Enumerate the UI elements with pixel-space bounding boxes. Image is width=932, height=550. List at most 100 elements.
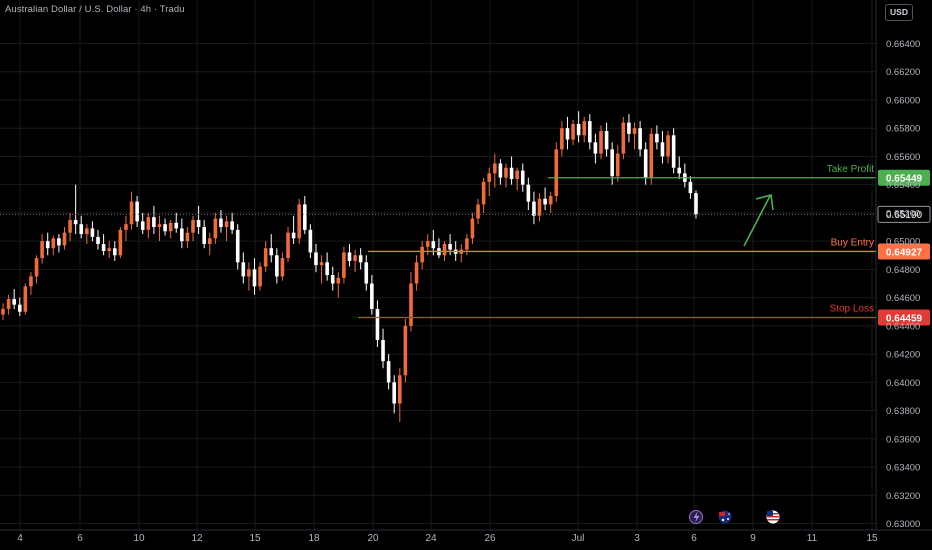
buy-entry-price-tag — [878, 243, 930, 260]
candle — [325, 252, 329, 281]
candle-body — [358, 255, 363, 263]
buy-entry-label: Buy Entry — [831, 237, 874, 248]
time-tick-label: 10 — [133, 533, 145, 544]
candlestick-series — [1, 111, 698, 422]
candle-body — [135, 201, 139, 222]
candle — [593, 133, 598, 164]
candle-body — [532, 201, 536, 216]
candle — [152, 205, 156, 235]
candle-body — [101, 243, 106, 252]
candle-body — [504, 167, 508, 178]
candle-body — [280, 258, 285, 277]
candle — [375, 300, 380, 348]
candle-body — [85, 228, 89, 235]
candle-body — [386, 361, 391, 383]
price-tick-label: 0.65800 — [886, 124, 920, 135]
candle — [414, 255, 419, 291]
candle-body — [17, 304, 22, 312]
candle — [336, 272, 341, 298]
candle — [314, 243, 318, 273]
candle — [286, 227, 290, 263]
candle — [23, 283, 28, 315]
candle — [403, 318, 408, 383]
candle-body — [252, 269, 257, 287]
candle — [168, 219, 173, 239]
price-tick-label: 0.64000 — [886, 378, 920, 389]
candle — [275, 248, 279, 284]
price-axis[interactable]: 0.66400 0.66200 0.66000 0.65800 0.65600 0.654… — [886, 39, 920, 530]
candle — [269, 234, 274, 263]
australia-flag-icon[interactable] — [718, 510, 732, 524]
time-tick-label: 12 — [191, 533, 203, 544]
candle-body — [51, 238, 56, 249]
candle-body — [565, 128, 570, 140]
candle-body — [543, 198, 547, 205]
candle-body — [604, 131, 609, 150]
candle — [532, 191, 536, 225]
candle-body — [62, 232, 67, 246]
take-profit-price-tag — [878, 169, 930, 186]
candle — [481, 177, 486, 213]
candle-body — [694, 193, 698, 215]
candle — [520, 163, 525, 192]
candle-body — [571, 123, 575, 140]
candle — [582, 116, 587, 143]
candle — [163, 218, 167, 236]
candle — [107, 241, 111, 259]
candle — [358, 248, 363, 270]
candle-body — [112, 248, 117, 256]
time-axis[interactable]: 4 6 10 12 15 18 20 24 26 Jul 3 6 9 11 15 — [17, 533, 878, 544]
candle — [6, 294, 11, 315]
candle — [213, 212, 218, 244]
candle-body — [342, 252, 346, 278]
candle-body — [96, 236, 100, 244]
candle — [180, 218, 184, 249]
candle — [571, 119, 575, 146]
candle-body — [168, 222, 173, 232]
candle — [34, 255, 39, 284]
candle — [470, 212, 475, 244]
candle — [252, 258, 257, 295]
candle — [157, 215, 162, 242]
candle — [85, 224, 89, 244]
candle-body — [487, 173, 492, 182]
candle-body — [409, 283, 413, 326]
candle-body — [230, 221, 234, 230]
candle — [230, 212, 234, 235]
lightning-event-icon[interactable] — [689, 510, 703, 524]
arrow-shaft — [743, 195, 771, 247]
candle — [235, 224, 240, 270]
candle — [493, 153, 497, 188]
candle — [29, 272, 33, 295]
candle — [1, 303, 5, 321]
price-tick-label: 0.65400 — [886, 180, 920, 191]
candle — [649, 128, 654, 185]
candle — [101, 234, 106, 256]
candle — [386, 354, 391, 390]
time-tick-label: 15 — [249, 533, 261, 544]
currency-button[interactable]: USD — [885, 4, 913, 21]
candle — [548, 191, 553, 213]
candle-body — [638, 128, 642, 150]
price-tick-label: 0.64200 — [886, 350, 920, 361]
event-icons[interactable] — [689, 510, 780, 524]
candle-body — [509, 167, 514, 180]
candle — [515, 167, 519, 191]
candle-body — [291, 232, 296, 239]
candle-body — [23, 286, 28, 312]
us-flag-icon[interactable] — [766, 510, 780, 524]
candle — [297, 198, 302, 244]
candle-body — [481, 181, 486, 205]
candle-body — [370, 283, 374, 309]
time-tick-label: Jul — [572, 533, 585, 544]
current-price-label: 0.65190 — [886, 210, 923, 221]
candle-body — [79, 224, 84, 235]
candle — [45, 232, 50, 256]
price-tick-label: 0.63200 — [886, 491, 920, 502]
candle — [118, 227, 123, 259]
candle — [397, 368, 402, 422]
candle-body — [247, 269, 251, 277]
candle-body — [263, 248, 268, 267]
candle-body — [68, 219, 72, 233]
